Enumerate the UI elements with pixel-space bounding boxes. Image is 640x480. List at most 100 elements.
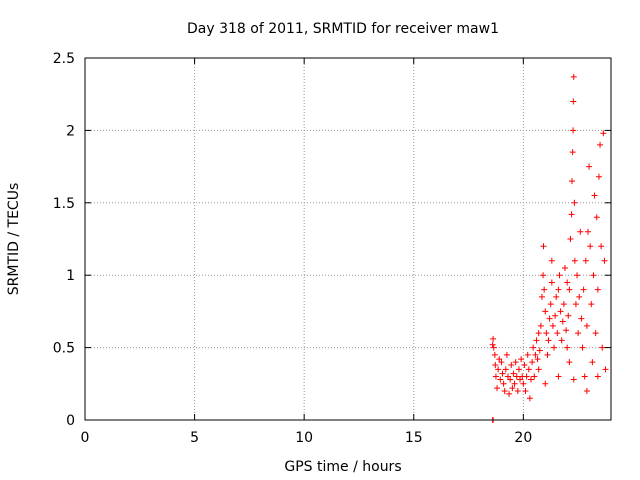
data-point — [511, 380, 518, 387]
data-point — [554, 330, 561, 337]
data-point — [547, 301, 554, 308]
data-point — [540, 243, 547, 250]
data-point — [563, 327, 570, 334]
data-point — [580, 286, 587, 293]
data-point — [566, 359, 573, 366]
data-point — [570, 98, 577, 105]
data-point — [595, 173, 602, 180]
data-point — [534, 356, 541, 363]
data-point — [561, 264, 568, 271]
data-point — [565, 312, 572, 319]
data-point — [557, 308, 564, 315]
data-point — [551, 344, 558, 351]
y-tick-label: 2 — [66, 123, 75, 139]
data-point — [490, 335, 497, 342]
data-point — [532, 351, 539, 358]
data-point — [528, 376, 535, 383]
data-point — [523, 373, 530, 380]
data-point — [587, 243, 594, 250]
data-point — [599, 344, 606, 351]
data-point — [538, 293, 545, 300]
data-point — [507, 376, 514, 383]
data-point — [545, 337, 552, 344]
grid-lines — [85, 58, 611, 420]
data-point — [518, 356, 525, 363]
x-axis-ticks: 0 5 10 15 20 — [81, 58, 532, 446]
y-axis-ticks: 0 0.5 1 1.5 2 2.5 — [53, 51, 611, 429]
x-tick-label: 5 — [190, 430, 199, 446]
data-point — [556, 272, 563, 279]
data-point — [570, 127, 577, 134]
data-point — [500, 380, 507, 387]
x-tick-label: 15 — [405, 430, 423, 446]
data-point — [570, 376, 577, 383]
data-point — [588, 301, 595, 308]
x-tick-label: 0 — [81, 430, 90, 446]
data-point — [513, 373, 520, 380]
data-point — [529, 359, 536, 366]
data-point — [506, 390, 513, 397]
data-points — [489, 73, 609, 423]
data-point — [492, 373, 499, 380]
data-point — [490, 344, 497, 351]
data-point — [503, 351, 510, 358]
data-point — [568, 178, 575, 185]
data-point — [535, 330, 542, 337]
data-point — [512, 359, 519, 366]
data-point — [521, 361, 528, 368]
x-tick-label: 10 — [295, 430, 313, 446]
data-point — [544, 351, 551, 358]
data-point — [489, 341, 496, 348]
data-point — [598, 243, 605, 250]
data-point — [564, 279, 571, 286]
data-point — [553, 293, 560, 300]
data-point — [594, 286, 601, 293]
data-point — [531, 373, 538, 380]
data-point — [574, 272, 581, 279]
data-point — [594, 373, 601, 380]
data-point — [502, 366, 509, 373]
data-point — [525, 366, 532, 373]
data-point — [533, 337, 540, 344]
data-point — [501, 388, 508, 395]
data-point — [584, 228, 591, 235]
data-point — [537, 322, 544, 329]
data-point — [590, 272, 597, 279]
chart-title: Day 318 of 2011, SRMTID for receiver maw… — [187, 21, 499, 37]
data-point — [566, 286, 573, 293]
data-point — [569, 149, 576, 156]
data-point — [567, 236, 574, 242]
data-point — [492, 361, 499, 368]
y-tick-label: 2.5 — [53, 51, 75, 67]
y-axis-label: SRMTID / TECUs — [6, 183, 22, 296]
data-point — [498, 359, 505, 366]
data-point — [583, 388, 590, 395]
data-point — [559, 318, 566, 325]
data-point — [508, 361, 515, 368]
data-point — [571, 257, 578, 264]
data-point — [497, 376, 504, 383]
data-point — [549, 322, 556, 329]
data-point — [542, 308, 549, 315]
data-point — [597, 141, 604, 148]
data-point — [524, 351, 531, 358]
y-tick-label: 1.5 — [53, 196, 75, 212]
data-point — [495, 366, 502, 373]
data-point — [520, 380, 527, 387]
data-point — [579, 344, 586, 351]
data-point — [542, 380, 549, 387]
data-point — [589, 359, 596, 366]
data-point — [555, 286, 562, 293]
data-point — [509, 385, 516, 392]
data-point — [530, 344, 537, 351]
data-point — [522, 388, 529, 395]
data-point — [560, 301, 567, 308]
y-tick-label: 1 — [66, 268, 75, 284]
data-point — [600, 130, 607, 137]
data-point — [575, 330, 582, 337]
data-point — [572, 301, 579, 308]
data-point — [577, 228, 584, 235]
data-point — [601, 257, 608, 264]
data-point — [583, 322, 590, 329]
